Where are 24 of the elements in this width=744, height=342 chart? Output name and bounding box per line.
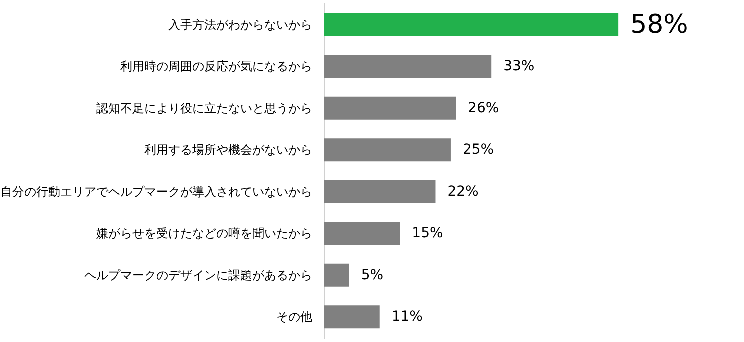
data-label: 58%: [630, 10, 688, 40]
y-tick-label: 自分の行動エリアでヘルプマークが導入されていないから: [0, 184, 312, 199]
bar: [324, 138, 451, 162]
bar: [324, 306, 380, 329]
y-tick-label: 入手方法がわからないから: [168, 18, 312, 32]
bar: [324, 222, 400, 246]
y-tick-label: 利用時の周囲の反応が気になるから: [120, 60, 312, 74]
bar: [324, 180, 436, 204]
data-label: 5%: [361, 267, 384, 284]
data-label: 11%: [392, 309, 423, 326]
y-tick-label: 利用する場所や機会がないから: [144, 143, 312, 158]
data-label: 15%: [412, 226, 444, 242]
y-tick-label: 嫌がらせを受けたなどの噂を聞いたから: [96, 226, 312, 241]
y-tick-label: 認知不足により役に立たないと思うから: [96, 101, 312, 116]
bar: [324, 13, 619, 36]
y-tick-label: その他: [276, 310, 312, 324]
data-label: 25%: [462, 142, 494, 158]
bar: [324, 55, 492, 78]
bar: [324, 264, 350, 287]
data-label: 22%: [448, 184, 479, 200]
data-label: 26%: [468, 100, 500, 116]
data-label: 33%: [504, 58, 535, 75]
y-tick-label: ヘルプマークのデザインに課題があるから: [84, 268, 312, 282]
bar: [324, 96, 456, 120]
